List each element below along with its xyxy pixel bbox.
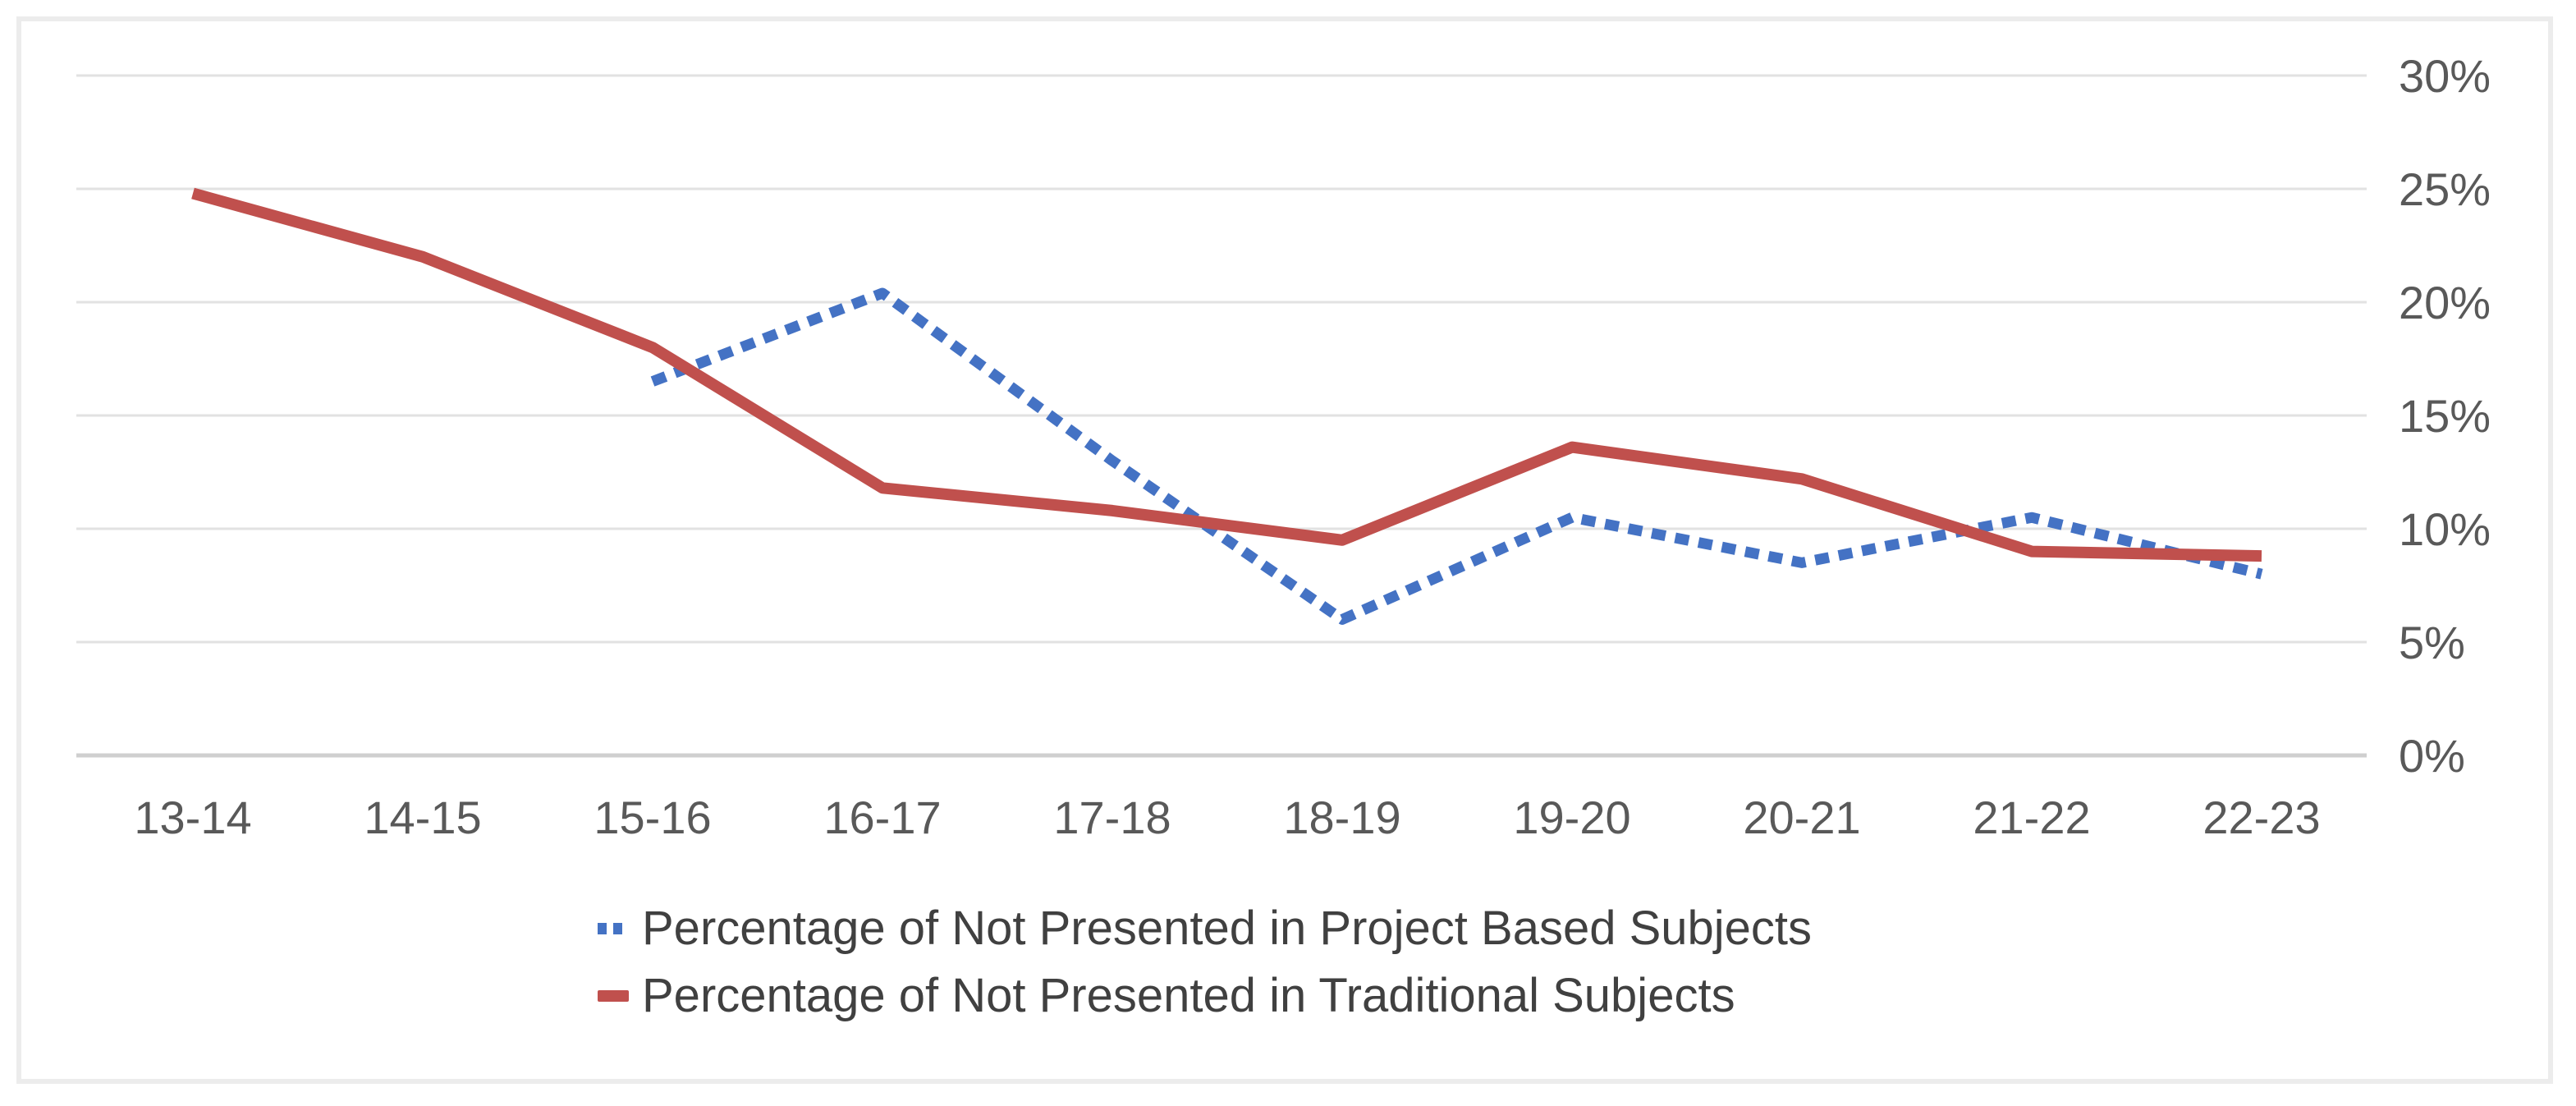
x-tick-label-21-22: 21-22 <box>1973 792 2090 843</box>
x-tick-label-22-23: 22-23 <box>2202 792 2320 843</box>
legend-item-project-based: Percentage of Not Presented in Project B… <box>598 900 1812 957</box>
x-tick-label-20-21: 20-21 <box>1743 792 1860 843</box>
legend-label-project-based: Percentage of Not Presented in Project B… <box>642 902 1813 955</box>
y-tick-label-5%: 5% <box>2399 617 2465 668</box>
legend-label-traditional: Percentage of Not Presented in Tradition… <box>642 969 1735 1022</box>
legend-marker-solid-line-icon <box>598 990 629 1002</box>
y-tick-label-30%: 30% <box>2399 50 2491 102</box>
series-line-traditional <box>191 187 2262 562</box>
x-tick-label-13-14: 13-14 <box>134 792 251 843</box>
y-tick-label-0%: 0% <box>2399 730 2465 782</box>
x-tick-label-14-15: 14-15 <box>364 792 481 843</box>
y-tick-label-15%: 15% <box>2399 390 2491 442</box>
legend-marker-dotted-line-icon <box>598 923 629 934</box>
x-tick-label-15-16: 15-16 <box>594 792 711 843</box>
legend-item-traditional: Percentage of Not Presented in Tradition… <box>598 967 1812 1025</box>
chart-legend: Percentage of Not Presented in Project B… <box>598 900 1812 1025</box>
y-tick-label-25%: 25% <box>2399 163 2491 215</box>
series-line-project-based <box>650 287 2263 625</box>
x-tick-label-16-17: 16-17 <box>823 792 941 843</box>
y-tick-label-10%: 10% <box>2399 503 2491 555</box>
x-tick-label-17-18: 17-18 <box>1053 792 1171 843</box>
y-tick-label-20%: 20% <box>2399 277 2491 328</box>
x-tick-label-19-20: 19-20 <box>1513 792 1630 843</box>
x-tick-label-18-19: 18-19 <box>1283 792 1400 843</box>
